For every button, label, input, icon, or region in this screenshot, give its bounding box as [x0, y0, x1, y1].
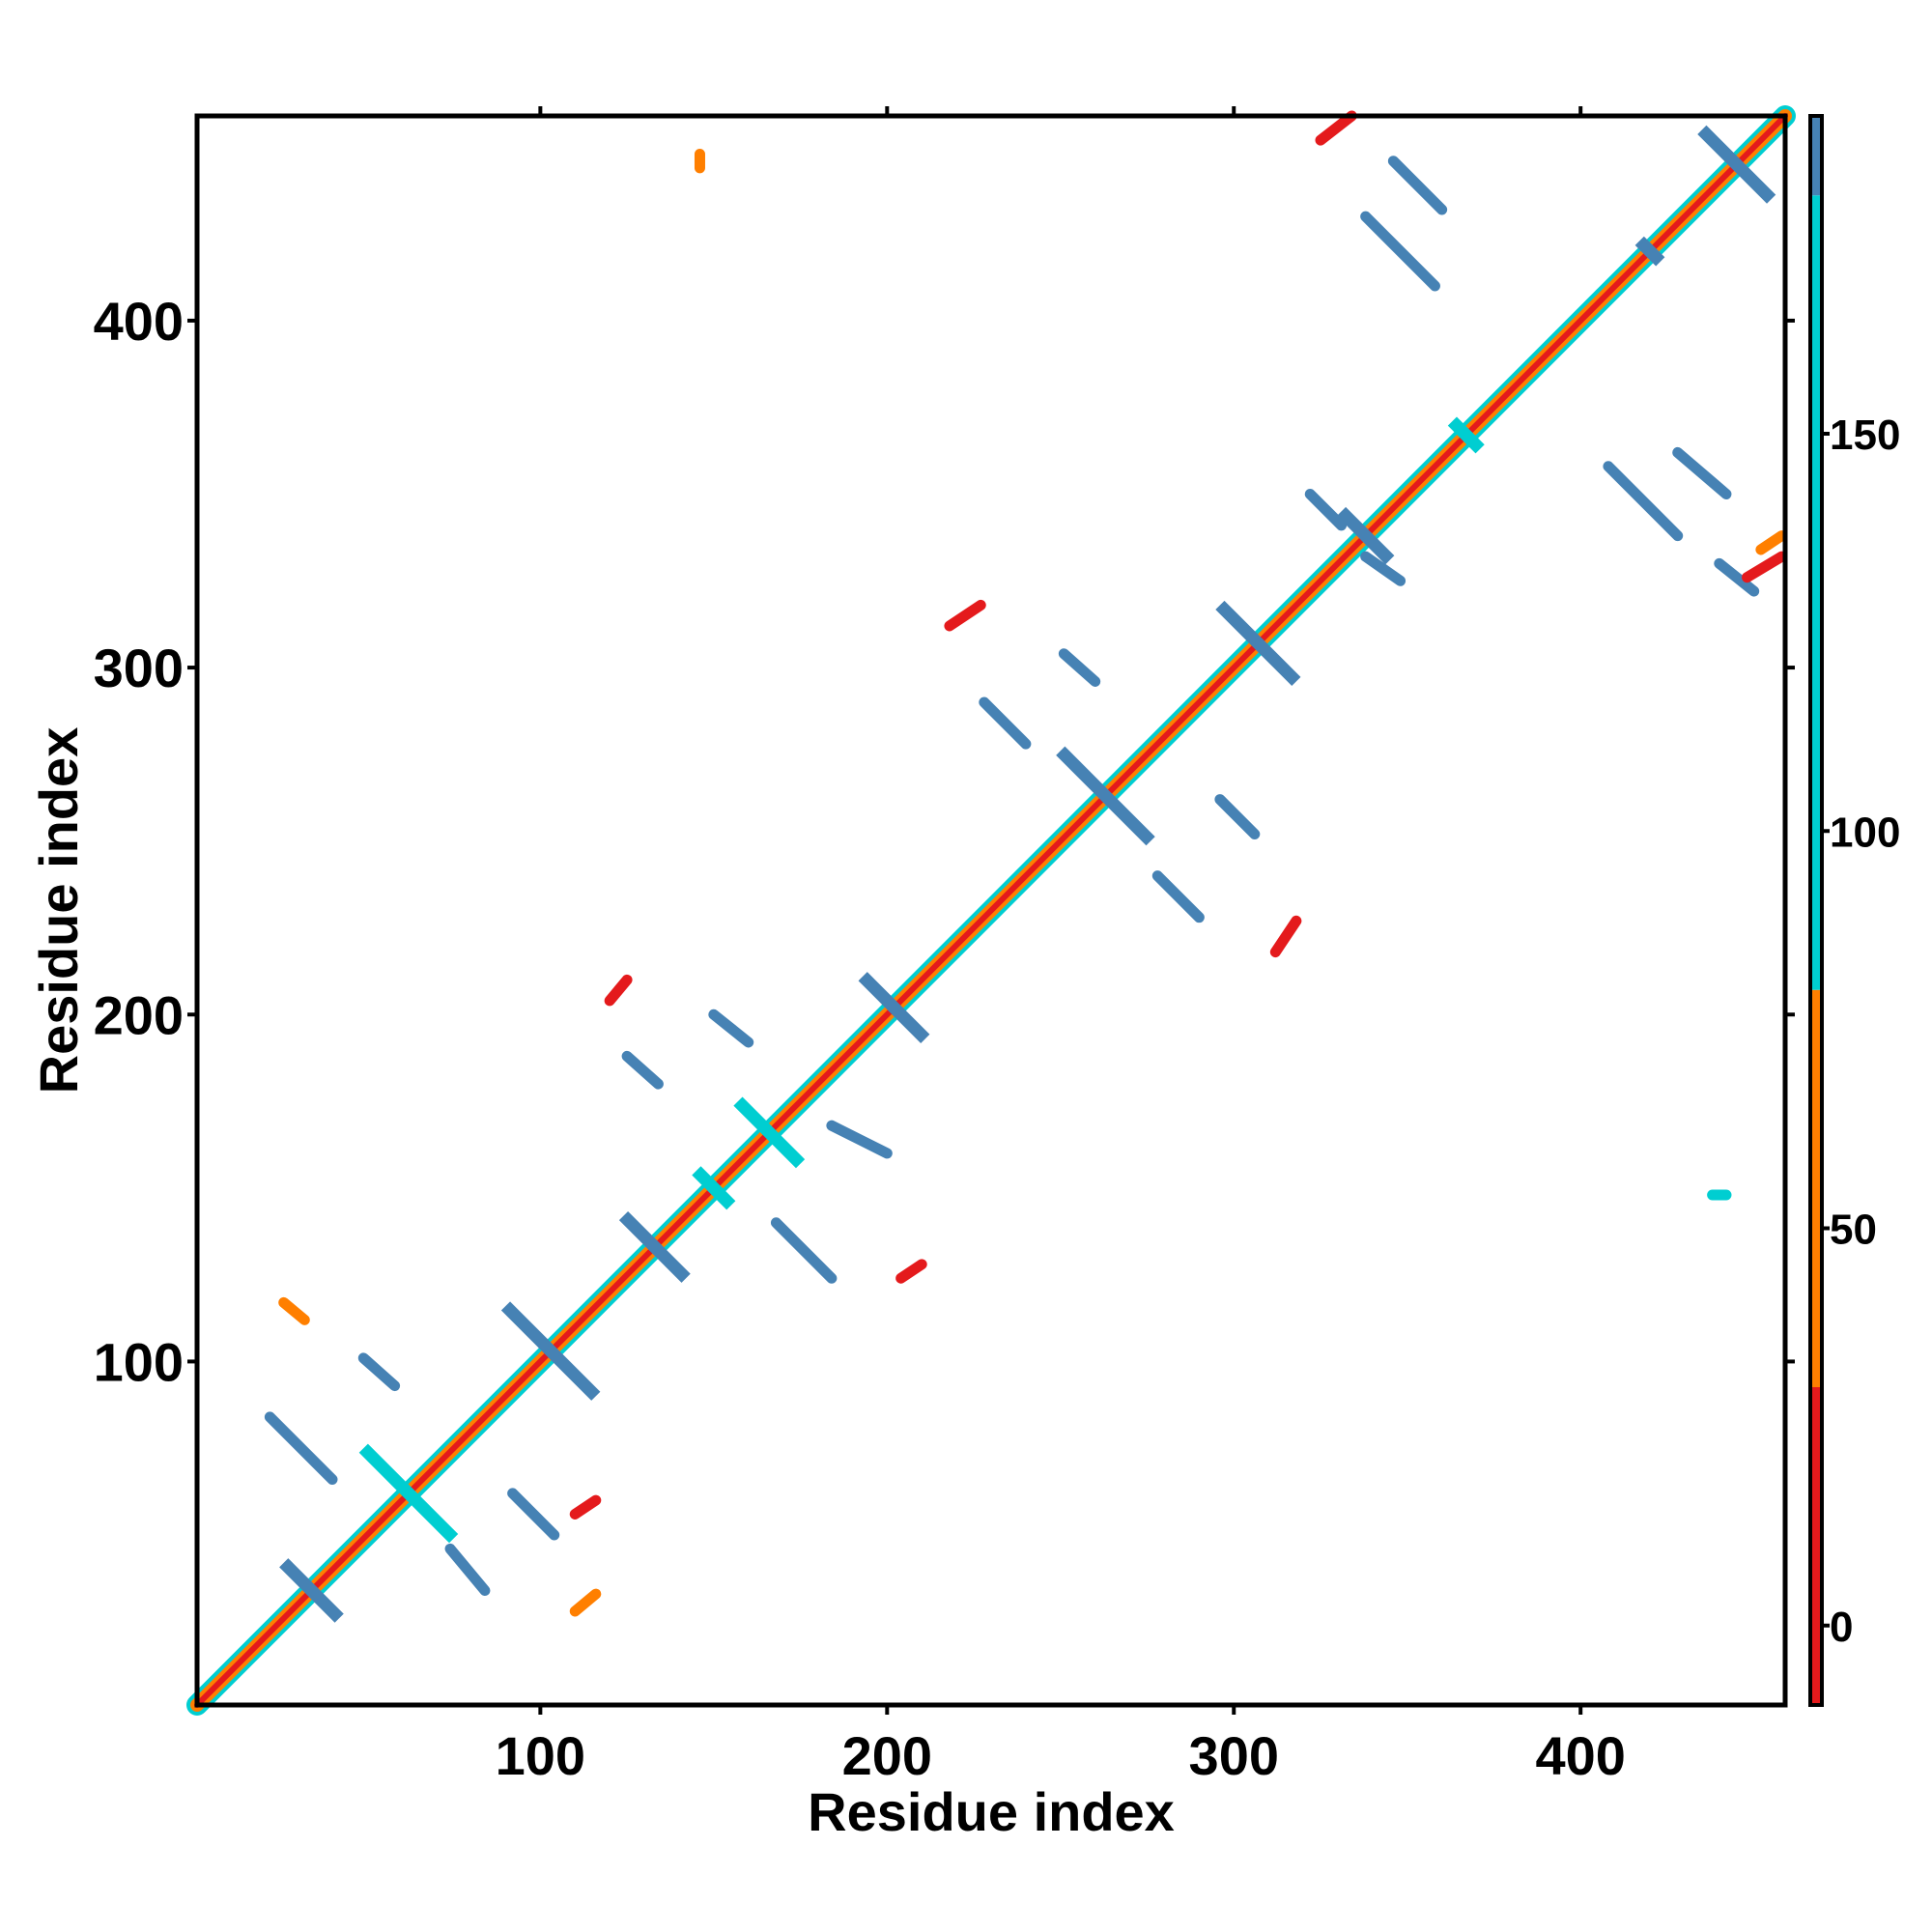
contact-segment-4 [621, 1050, 664, 1090]
contact-segment-10 [1151, 870, 1205, 923]
antiparallel-contact-10 [1447, 416, 1485, 454]
colorbar-tick-label: 50 [1830, 1207, 1877, 1254]
antiparallel-contact-5 [733, 1096, 806, 1169]
contact-segment-8 [979, 696, 1032, 750]
colorbar-segment-0 [1810, 1387, 1822, 1705]
colorbar-tick-label: 150 [1830, 412, 1900, 459]
contact-segment-24 [944, 599, 986, 632]
contact-segment-1 [357, 1352, 401, 1392]
antiparallel-contact-4 [692, 1166, 736, 1210]
contact-segment-26 [1315, 110, 1357, 146]
colorbar-segment-2 [1810, 195, 1822, 990]
contact-segment-9 [1058, 648, 1101, 687]
plot-frame [194, 113, 1788, 1708]
heatmap-marks [186, 105, 1796, 1716]
diagonal-band-core [194, 113, 1788, 1708]
antiparallel-contact-2 [500, 1301, 601, 1401]
contact-segment-2 [444, 1543, 491, 1596]
colorbar-segment-3 [1810, 116, 1822, 196]
contact-segment-7 [826, 1120, 893, 1159]
contact-segment-25 [1269, 915, 1302, 958]
contact-segment-0 [264, 1411, 338, 1486]
contact-segment-11 [1214, 794, 1261, 839]
contact-segment-21 [569, 1494, 602, 1520]
antiparallel-contact-0 [279, 1558, 344, 1623]
contact-segment-17 [1672, 446, 1732, 499]
contact-segment-27 [1742, 551, 1787, 583]
x-tick-label: 400 [1535, 1725, 1625, 1786]
contact-segment-16 [1603, 461, 1684, 542]
antiparallel-contact-9 [1336, 506, 1395, 565]
contact-segment-20 [569, 1588, 602, 1617]
contact-segment-12 [1304, 488, 1348, 531]
y-tick-label: 200 [94, 984, 184, 1045]
x-tick-label: 300 [1189, 1725, 1279, 1786]
antiparallel-contact-7 [1056, 746, 1155, 846]
contact-segment-5 [708, 1009, 754, 1048]
contact-segment-22 [604, 974, 633, 1007]
antiparallel-contact-8 [1215, 600, 1301, 687]
antiparallel-contact-11 [1634, 236, 1665, 267]
antiparallel-contact-12 [1697, 125, 1776, 204]
x-axis-title: Residue index [808, 1781, 1175, 1842]
colorbar-frame [1808, 114, 1824, 1707]
colorbar: 0 50 100 150 [1808, 114, 1900, 1707]
colorbar-tick-label: 0 [1830, 1604, 1853, 1651]
antiparallel-contact-1 [358, 1443, 459, 1544]
y-tick-label: 300 [94, 638, 184, 698]
x-tick-label: 200 [842, 1725, 932, 1786]
contact-segment-28 [1755, 530, 1787, 555]
contact-segment-13 [1360, 551, 1406, 586]
contact-segment-18 [1714, 557, 1760, 597]
antiparallel-contact-3 [618, 1210, 691, 1283]
contact-segment-3 [507, 1488, 560, 1541]
y-tick-label: 100 [94, 1331, 184, 1392]
x-tick-label: 100 [496, 1725, 585, 1786]
y-tick-label: 400 [94, 291, 184, 352]
colorbar-segment-1 [1810, 989, 1822, 1387]
colorbar-tick-label: 100 [1830, 809, 1900, 856]
contact-segment-6 [770, 1217, 838, 1284]
antiparallel-contact-6 [858, 972, 930, 1043]
contact-segment-15 [1387, 156, 1448, 215]
y-axis-title: Residue index [28, 727, 89, 1094]
contact-segment-19 [278, 1296, 310, 1325]
axes: 100 200 300 400 100 200 300 400 [94, 106, 1795, 1786]
contact-segment-14 [1360, 211, 1440, 292]
contact-segment-23 [895, 1259, 927, 1284]
